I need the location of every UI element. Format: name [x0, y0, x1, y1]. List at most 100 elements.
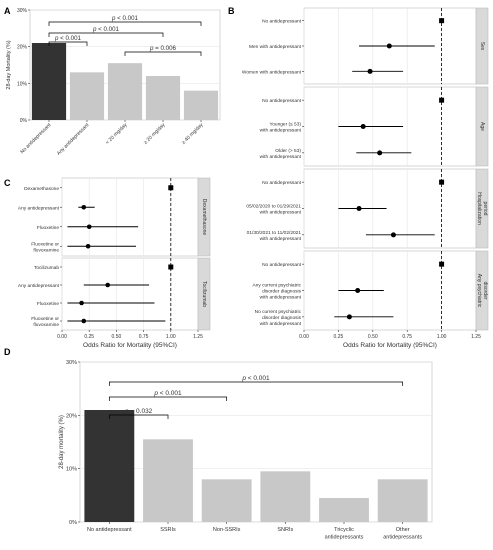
- reference-marker: [439, 261, 445, 267]
- significance-bracket: [48, 21, 202, 26]
- facet-strip-label: Tocilizumab: [201, 281, 207, 307]
- x-tick-label: 1.25: [471, 334, 481, 340]
- p-symbol: p: [241, 375, 246, 382]
- p-value-text: = 0.032: [129, 408, 153, 415]
- reference-marker: [168, 264, 174, 270]
- y-tick-label: 0%: [69, 520, 77, 526]
- x-tick-label: ≥ 40 mg/day: [181, 122, 205, 146]
- point-estimate: [346, 314, 352, 320]
- bar-D: [84, 410, 135, 522]
- reference-marker: [439, 179, 445, 185]
- x-tick-label: 0.50: [368, 334, 378, 340]
- row-label: No antidepressant: [262, 180, 302, 186]
- facet-strip-label: Age: [479, 122, 485, 131]
- x-tick-label: 0.75: [402, 334, 412, 340]
- reference-marker: [168, 185, 174, 191]
- reference-marker: [439, 18, 445, 24]
- row-label: No antidepressant: [262, 98, 302, 104]
- reference-marker: [439, 97, 445, 103]
- x-tick-label: 1.25: [193, 334, 203, 340]
- point-estimate: [367, 68, 373, 74]
- row-label: fluvoxamine: [33, 322, 59, 328]
- p-value-label: p < 0.001: [54, 35, 82, 42]
- p-symbol: p: [149, 45, 154, 52]
- y-tick-label: 20%: [17, 45, 28, 51]
- y-tick-label: 20%: [66, 413, 77, 419]
- point-estimate: [85, 243, 91, 249]
- bar-D: [377, 479, 428, 522]
- facet-strip-label: Dexamethasone: [201, 199, 207, 236]
- point-estimate: [79, 300, 84, 306]
- point-estimate: [81, 318, 87, 324]
- x-tick-label: 0.50: [112, 334, 122, 340]
- row-label: with antidepressant: [260, 128, 302, 134]
- facet-strip: [475, 7, 489, 85]
- bar-A: [69, 72, 105, 120]
- row-label: No antidepressant: [262, 262, 302, 268]
- x-tick-label: antidepressants: [325, 535, 364, 541]
- panel-letter-D: D: [4, 347, 11, 357]
- x-tick-label: 0.25: [334, 334, 344, 340]
- y-tick-label: 30%: [17, 8, 28, 14]
- facet-strip-label: Sex: [479, 42, 485, 51]
- row-label: disorder diagnosis: [262, 289, 302, 295]
- x-tick-label: Any antidepressant: [56, 122, 91, 157]
- panel-letter-A: A: [4, 6, 11, 16]
- point-estimate: [377, 150, 383, 156]
- bar-A: [183, 90, 219, 120]
- p-symbol: p: [153, 390, 158, 397]
- point-estimate: [81, 204, 87, 210]
- p-value-text: < 0.001: [246, 375, 270, 382]
- y-axis-title: 28-day mortality (%): [59, 415, 65, 469]
- facet-panel-C: [61, 177, 199, 257]
- row-label: with antidepressant: [260, 154, 302, 160]
- x-axis-title: Odds Ratio for Mortality (95%CI): [83, 342, 177, 349]
- significance-bracket: [108, 414, 169, 419]
- x-tick-label: 0.00: [299, 334, 309, 340]
- x-tick-label: 0.25: [84, 334, 94, 340]
- y-axis-title: 28-day Mortality (%): [6, 40, 12, 89]
- point-estimate: [86, 224, 92, 230]
- x-tick-label: Non-SSRIs: [213, 527, 241, 533]
- p-value-label: p < 0.001: [241, 375, 270, 382]
- panel-letter-B: B: [228, 6, 235, 16]
- y-tick-label: 10%: [17, 81, 28, 87]
- facet-strip-label: disorder: [482, 281, 488, 299]
- y-tick-label: 30%: [66, 360, 77, 366]
- x-tick-label: 1.00: [166, 334, 176, 340]
- significance-bracket: [108, 396, 228, 401]
- row-label: with antidepressant: [260, 321, 302, 327]
- row-label: with antidepressant: [260, 236, 302, 242]
- bar-D: [319, 498, 369, 522]
- facet-strip-label: Hospitalization: [476, 192, 482, 225]
- p-value-label: p < 0.001: [92, 26, 120, 33]
- x-tick-label: No antidepressant: [87, 527, 132, 533]
- point-estimate: [355, 288, 361, 293]
- p-symbol: p: [92, 26, 97, 33]
- row-label: No current psychiatric: [255, 309, 302, 315]
- facet-strip: [197, 177, 211, 257]
- p-value-label: p < 0.001: [153, 390, 182, 397]
- point-estimate: [356, 206, 362, 211]
- bar-A: [107, 63, 143, 120]
- row-label: with antidepressant: [260, 210, 302, 216]
- x-tick-label: ≥ 20 mg/day: [143, 122, 167, 146]
- facet-strip: [475, 86, 489, 167]
- facet-panel-B: [303, 250, 477, 331]
- row-label: Older (> 53): [275, 148, 301, 154]
- x-tick-label: 0.00: [57, 334, 67, 340]
- point-estimate: [105, 282, 110, 288]
- significance-bracket: [124, 51, 202, 56]
- bar-D: [143, 439, 193, 522]
- x-tick-label: antidepressants: [383, 535, 422, 541]
- row-label: Younger (≤ 53): [269, 122, 301, 128]
- x-tick-label: 1.00: [437, 334, 447, 340]
- row-label: disorder diagnosis: [262, 315, 302, 321]
- x-axis-title: Odds Ratio for Mortality (95%CI): [343, 342, 437, 349]
- point-estimate: [360, 124, 366, 129]
- facet-panel-B: [303, 168, 477, 249]
- row-label: Any antidepressant: [18, 283, 60, 289]
- p-value-label: p = 0.006: [149, 45, 177, 52]
- row-label: Any antidepressant: [18, 205, 60, 211]
